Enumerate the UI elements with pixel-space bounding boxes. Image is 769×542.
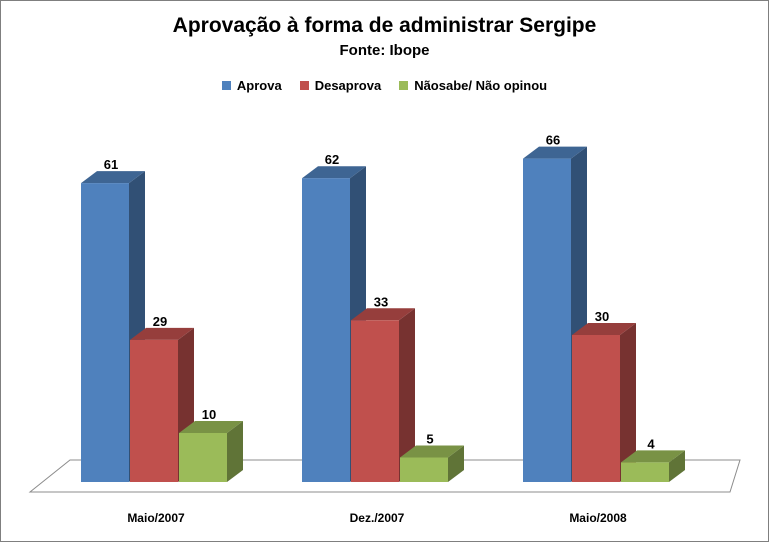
legend-item-desaprova: Desaprova xyxy=(299,78,382,93)
bar-dez-2007-n-osabe-n-o-opinou xyxy=(400,457,448,482)
legend-swatch-nao-sabe xyxy=(399,81,409,90)
chart-title: Aprovação à forma de administrar Sergipe xyxy=(172,14,597,37)
chart-legend: Aprova Desaprova Nãosabe/ Não opinou xyxy=(0,78,769,93)
data-label-maio-2007-n-osabe-n-o-opinou: 10 xyxy=(202,407,216,422)
bar-top-maio-2007-desaprova xyxy=(130,327,194,340)
bar-maio-2008-aprova xyxy=(523,158,571,482)
bar-side-dez-2007-desaprova xyxy=(399,308,415,482)
bar-top-maio-2008-desaprova xyxy=(572,323,636,335)
legend-item-nao-sabe: Nãosabe/ Não opinou xyxy=(399,78,547,93)
data-label-dez-2007-aprova: 62 xyxy=(325,152,339,167)
data-label-maio-2008-aprova: 66 xyxy=(546,133,560,148)
category-label-2: Maio/2008 xyxy=(569,511,627,525)
bar-maio-2008-desaprova xyxy=(572,335,620,482)
bar-dez-2007-desaprova xyxy=(351,320,399,482)
legend-label-aprova: Aprova xyxy=(236,78,282,93)
bar-maio-2008-n-osabe-n-o-opinou xyxy=(621,462,669,482)
bar-top-maio-2008-n-osabe-n-o-opinou xyxy=(621,450,685,463)
bar-dez-2007-aprova xyxy=(302,178,350,482)
bar-maio-2007-n-osabe-n-o-opinou xyxy=(179,433,227,482)
category-label-1: Dez./2007 xyxy=(350,511,405,525)
legend-swatch-desaprova xyxy=(299,81,309,90)
legend-label-nao-sabe: Nãosabe/ Não opinou xyxy=(414,78,548,93)
bar-top-dez-2007-desaprova xyxy=(351,308,415,321)
chart-subtitle: Fonte: Ibope xyxy=(339,42,430,59)
bar-side-maio-2008-desaprova xyxy=(620,323,636,482)
category-label-0: Maio/2007 xyxy=(127,511,185,525)
bar-maio-2007-desaprova xyxy=(130,339,178,482)
data-label-maio-2008-n-osabe-n-o-opinou: 4 xyxy=(647,436,655,451)
bar-side-dez-2007-n-osabe-n-o-opinou xyxy=(448,445,464,482)
legend-label-desaprova: Desaprova xyxy=(314,78,382,93)
bar-top-maio-2008-aprova xyxy=(523,146,587,159)
bar-top-dez-2007-n-osabe-n-o-opinou xyxy=(400,445,464,458)
bar-maio-2007-aprova xyxy=(81,183,129,482)
data-label-dez-2007-n-osabe-n-o-opinou: 5 xyxy=(426,432,433,447)
bar-top-dez-2007-aprova xyxy=(302,166,366,179)
legend-swatch-aprova xyxy=(221,81,231,90)
data-label-maio-2007-aprova: 61 xyxy=(104,157,118,172)
legend-item-aprova: Aprova xyxy=(221,78,282,93)
data-label-maio-2007-desaprova: 29 xyxy=(153,314,167,329)
bar-top-maio-2007-n-osabe-n-o-opinou xyxy=(179,421,243,433)
bar-side-maio-2008-n-osabe-n-o-opinou xyxy=(669,450,685,482)
bar-side-maio-2007-n-osabe-n-o-opinou xyxy=(227,421,243,482)
data-label-maio-2008-desaprova: 30 xyxy=(595,309,609,324)
data-label-dez-2007-desaprova: 33 xyxy=(374,294,388,309)
bar-top-maio-2007-aprova xyxy=(81,171,145,184)
